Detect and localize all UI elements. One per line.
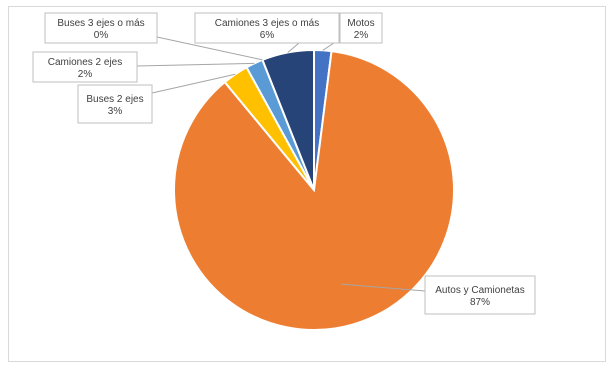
leader-line-buses-2-ejes <box>151 73 236 94</box>
data-label-box <box>194 12 340 44</box>
data-label-box <box>339 12 383 44</box>
leader-line-buses-3-ejes-o-m-s <box>156 36 263 61</box>
leader-line-autos-y-camionetas <box>341 283 426 292</box>
chart-area: Motos 2% Autos y Camionetas 87% Buses 2 ejes… <box>8 6 606 362</box>
data-label-category: Camiones 2 ejes <box>48 57 122 68</box>
data-label-percent: 87% <box>470 297 490 308</box>
leader-line-camiones-2-ejes <box>136 62 255 67</box>
data-label-box <box>77 84 153 124</box>
data-label-percent: 2% <box>78 69 93 80</box>
data-label-box <box>424 275 536 315</box>
data-label-percent: 0% <box>94 30 109 41</box>
pie-slice-autos-y-camionetas <box>173 49 455 331</box>
data-label-percent: 6% <box>260 30 275 41</box>
data-label-box <box>32 51 138 83</box>
data-label-category: Motos <box>347 18 374 29</box>
data-label-percent: 3% <box>108 106 123 117</box>
pie-slices <box>173 48 455 331</box>
data-label-box <box>44 12 158 44</box>
data-label-category: Buses 2 ejes <box>86 94 143 105</box>
data-label-category: Buses 3 ejes o más <box>57 18 144 29</box>
data-label-percent: 2% <box>354 30 369 41</box>
leader-line-camiones-3-ejes-o-m-s <box>287 42 300 53</box>
data-label-category: Autos y Camionetas <box>435 285 525 296</box>
data-label-category: Camiones 3 ejes o más <box>215 18 320 29</box>
